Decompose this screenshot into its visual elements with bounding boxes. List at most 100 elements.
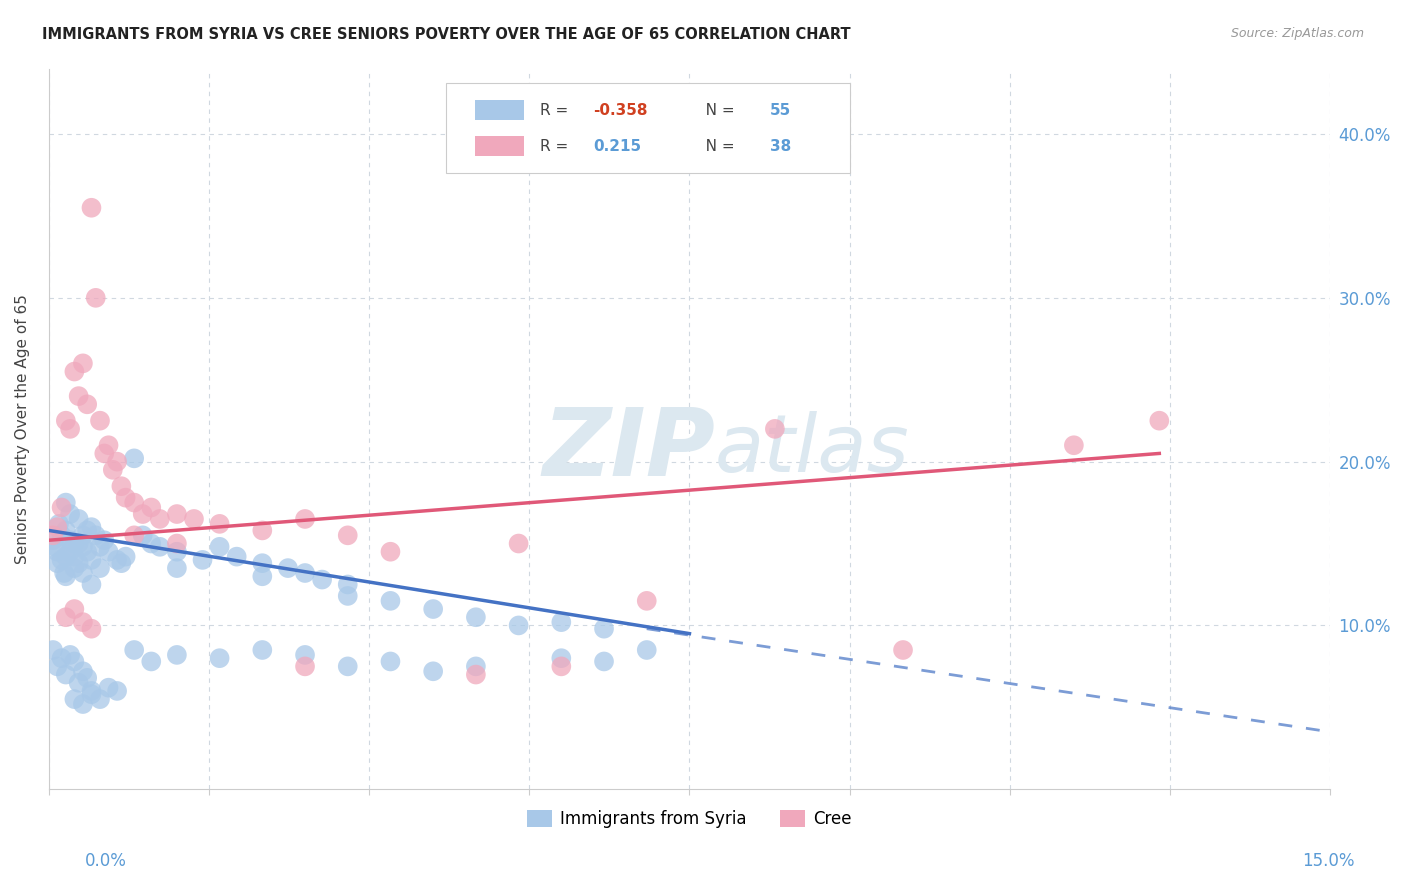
Point [891, 643, 914, 657]
Point [294, 566, 316, 580]
Point [59, 422, 82, 436]
Point [55, 667, 77, 681]
Point [122, 451, 145, 466]
Point [63, 602, 86, 616]
Point [550, 651, 572, 665]
Point [166, 648, 188, 662]
Point [93, 446, 115, 460]
Point [336, 577, 359, 591]
Point [89, 414, 111, 428]
Text: R =: R = [540, 103, 572, 118]
Point [51, 500, 73, 515]
Point [42, 533, 65, 548]
Point [80, 622, 103, 636]
Point [294, 512, 316, 526]
Point [763, 422, 786, 436]
Point [72, 665, 94, 679]
Point [636, 594, 658, 608]
Text: 38: 38 [770, 139, 792, 153]
Point [51, 553, 73, 567]
Point [80, 520, 103, 534]
Point [101, 463, 124, 477]
Point [422, 602, 444, 616]
Point [59, 533, 82, 548]
Point [380, 545, 402, 559]
Point [191, 553, 214, 567]
Point [80, 687, 103, 701]
Point [1063, 438, 1085, 452]
Point [636, 643, 658, 657]
Point [55, 569, 77, 583]
Point [76, 545, 98, 559]
Point [422, 665, 444, 679]
Point [183, 512, 205, 526]
Point [132, 507, 155, 521]
Point [550, 615, 572, 629]
Point [42, 528, 65, 542]
Point [464, 610, 486, 624]
Point [89, 540, 111, 554]
Point [46, 520, 69, 534]
Text: N =: N = [690, 103, 740, 118]
Point [252, 643, 274, 657]
Point [508, 536, 530, 550]
Point [110, 479, 132, 493]
Text: 0.215: 0.215 [593, 139, 641, 153]
Point [97, 438, 120, 452]
Point [67, 556, 90, 570]
Point [252, 569, 274, 583]
Point [46, 556, 69, 570]
Point [336, 528, 359, 542]
Point [63, 692, 86, 706]
Point [89, 561, 111, 575]
Point [55, 549, 77, 564]
Point [464, 659, 486, 673]
Point [336, 659, 359, 673]
Point [67, 512, 90, 526]
Legend: Immigrants from Syria, Cree: Immigrants from Syria, Cree [520, 804, 859, 835]
Point [105, 553, 128, 567]
Point [114, 549, 136, 564]
Text: Source: ZipAtlas.com: Source: ZipAtlas.com [1230, 27, 1364, 40]
Point [593, 622, 616, 636]
Point [294, 648, 316, 662]
Point [105, 684, 128, 698]
Point [311, 573, 333, 587]
Point [252, 556, 274, 570]
Point [294, 659, 316, 673]
Point [208, 540, 231, 554]
Point [84, 528, 107, 542]
Point [63, 561, 86, 575]
Point [51, 651, 73, 665]
Point [46, 545, 69, 559]
Point [166, 561, 188, 575]
Point [80, 684, 103, 698]
Y-axis label: Seniors Poverty Over the Age of 65: Seniors Poverty Over the Age of 65 [15, 294, 30, 564]
Point [593, 655, 616, 669]
Point [149, 512, 172, 526]
Point [55, 495, 77, 509]
Point [93, 533, 115, 548]
Text: 55: 55 [770, 103, 792, 118]
Point [97, 681, 120, 695]
Point [132, 528, 155, 542]
Point [59, 648, 82, 662]
Point [110, 556, 132, 570]
Point [67, 675, 90, 690]
Point [114, 491, 136, 505]
Text: N =: N = [690, 139, 740, 153]
Point [208, 516, 231, 531]
Point [122, 528, 145, 542]
Point [166, 545, 188, 559]
Point [67, 536, 90, 550]
Text: -0.358: -0.358 [593, 103, 648, 118]
Text: 0.0%: 0.0% [84, 852, 127, 870]
Point [105, 455, 128, 469]
Point [80, 553, 103, 567]
Point [72, 615, 94, 629]
Point [63, 365, 86, 379]
Point [72, 528, 94, 542]
Point [76, 524, 98, 538]
FancyBboxPatch shape [446, 83, 849, 173]
Point [53, 566, 76, 580]
